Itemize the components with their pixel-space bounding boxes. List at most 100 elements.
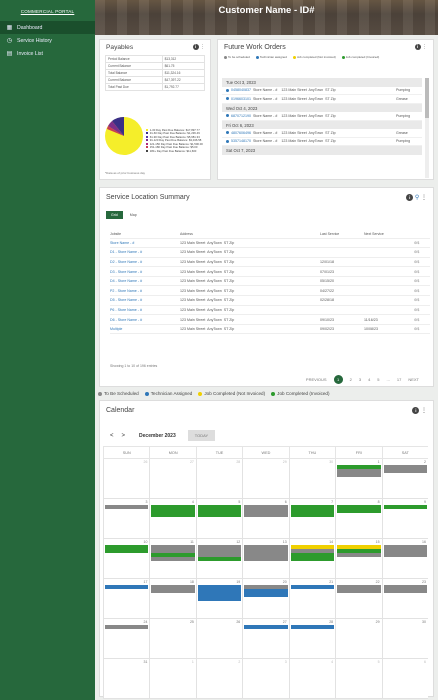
calendar-event[interactable] — [244, 585, 288, 589]
calendar-event[interactable] — [290, 513, 335, 517]
calendar-day[interactable]: 30 — [381, 619, 428, 659]
table-cell[interactable]: D1 - Store Name - # — [110, 247, 180, 258]
table-cell[interactable]: Store Name - # — [110, 238, 180, 249]
col-next-service[interactable]: Next Service — [364, 230, 414, 239]
calendar-event[interactable] — [197, 557, 242, 561]
calendar-event[interactable] — [244, 549, 288, 553]
calendar-event[interactable] — [105, 625, 149, 629]
dollar-icon[interactable]: $ — [417, 288, 420, 293]
calendar-event[interactable] — [105, 549, 149, 553]
gear-icon[interactable]: ⚙ — [414, 259, 418, 264]
calendar-day[interactable]: 3 — [103, 499, 150, 539]
table-cell[interactable]: D4 - Store Name - # — [110, 276, 180, 287]
calendar-event[interactable] — [383, 589, 427, 593]
calendar-event[interactable] — [383, 585, 427, 589]
info-icon[interactable]: i — [406, 194, 414, 201]
gear-icon[interactable]: ⚙ — [414, 279, 418, 284]
calendar-event[interactable] — [290, 625, 335, 629]
calendar-day[interactable]: 9 — [381, 499, 428, 539]
calendar-day[interactable]: 13 — [242, 539, 289, 579]
work-order-id[interactable]: 0196603101 — [231, 96, 251, 101]
table-cell[interactable]: Multiple — [110, 324, 180, 335]
dollar-icon[interactable]: $ — [417, 259, 420, 264]
table-row[interactable]: D4 - Store Name - #123 Main Street AnyTo… — [110, 276, 430, 287]
table-row[interactable]: Store Name - #123 Main Street AnyTown ST… — [110, 238, 430, 249]
calendar-day[interactable]: 25 — [149, 619, 196, 659]
calendar-event[interactable] — [290, 585, 335, 589]
info-icon[interactable]: i — [414, 44, 421, 50]
table-cell[interactable]: D6 - Store Name - # — [110, 314, 180, 325]
calendar-event[interactable] — [197, 589, 242, 593]
next-month-button[interactable]: > — [121, 432, 126, 439]
page-previous[interactable]: PREVIOUS — [305, 377, 327, 382]
work-order-id[interactable]: 5357148170 — [231, 139, 251, 144]
calendar-event[interactable] — [197, 597, 242, 601]
dollar-icon[interactable]: $ — [417, 279, 420, 284]
calendar-day[interactable]: 24 — [103, 619, 150, 659]
table-row[interactable]: D3 - Store Name - #123 Main Street AnyTo… — [110, 266, 430, 277]
calendar-event[interactable] — [244, 505, 288, 509]
calendar-day[interactable]: 17 — [103, 579, 150, 619]
calendar-event[interactable] — [337, 549, 381, 553]
calendar-event[interactable] — [383, 553, 427, 557]
calendar-day[interactable]: 4 — [149, 499, 196, 539]
prev-month-button[interactable]: < — [110, 432, 114, 439]
table-row[interactable]: P6 - Store Name - #123 Main Street AnyTo… — [110, 305, 430, 316]
calendar-day[interactable]: 2 — [195, 659, 243, 699]
calendar-day[interactable]: 8 — [335, 499, 382, 539]
calendar-event[interactable] — [383, 545, 427, 549]
page-number[interactable]: 17 — [396, 377, 402, 382]
calendar-event[interactable] — [290, 557, 335, 561]
calendar-day[interactable]: 27 — [149, 459, 196, 499]
table-cell[interactable]: D2 - Store Name - # — [110, 257, 180, 268]
calendar-event[interactable] — [151, 557, 195, 561]
calendar-day[interactable]: 22 — [335, 579, 382, 619]
calendar-event[interactable] — [383, 465, 427, 469]
calendar-day[interactable]: 4 — [288, 659, 336, 699]
work-order-id[interactable]: 0458040837 — [231, 88, 251, 93]
calendar-event[interactable] — [197, 593, 242, 597]
calendar-day[interactable]: 3 — [242, 659, 289, 699]
more-icon[interactable]: ⋮ — [200, 44, 205, 50]
calendar-event[interactable] — [244, 509, 288, 513]
calendar-day[interactable]: 31 — [103, 659, 150, 699]
calendar-day[interactable]: 28 — [195, 459, 243, 499]
calendar-event[interactable] — [290, 509, 335, 513]
table-cell[interactable]: P2 - Store Name - # — [110, 285, 180, 297]
calendar-day[interactable]: 14 — [288, 539, 336, 579]
work-order-id[interactable]: 6870712190 — [231, 113, 251, 118]
calendar-event[interactable] — [151, 585, 195, 589]
page-number[interactable]: 1 — [333, 375, 343, 384]
calendar-event[interactable] — [197, 585, 242, 589]
page-number[interactable]: 4 — [368, 377, 371, 382]
calendar-day[interactable]: 10 — [103, 539, 150, 579]
page-next[interactable]: NEXT — [408, 377, 419, 382]
gear-icon[interactable]: ⚙ — [414, 250, 418, 255]
more-icon[interactable]: ⋮ — [421, 195, 427, 201]
calendar-event[interactable] — [197, 549, 242, 553]
tab-map[interactable]: Map — [129, 213, 137, 217]
calendar-event[interactable] — [244, 545, 288, 549]
page-number[interactable]: ... — [386, 377, 390, 382]
col-last-service[interactable]: Last Service — [320, 230, 364, 239]
more-icon[interactable]: ⋮ — [422, 44, 427, 50]
calendar-event[interactable] — [244, 513, 288, 517]
dollar-icon[interactable]: $ — [417, 269, 420, 274]
dollar-icon[interactable]: $ — [417, 317, 420, 322]
page-number[interactable]: 2 — [349, 377, 352, 382]
dollar-icon[interactable]: $ — [417, 250, 420, 255]
search-icon[interactable]: ⚲ — [414, 195, 420, 201]
gear-icon[interactable]: ⚙ — [414, 317, 418, 322]
calendar-day[interactable]: 1 — [335, 459, 382, 499]
calendar-event[interactable] — [197, 553, 242, 557]
dollar-icon[interactable]: $ — [417, 298, 420, 303]
info-icon[interactable]: i — [412, 407, 420, 414]
calendar-event[interactable] — [244, 589, 288, 593]
fwo-list[interactable]: Tue Oct 3, 2023 0458040837 Store Name - # … — [222, 78, 422, 178]
gear-icon[interactable]: ⚙ — [414, 288, 418, 293]
today-button[interactable]: TODAY — [187, 430, 216, 441]
calendar-event[interactable] — [151, 553, 195, 557]
page-number[interactable]: 5 — [377, 377, 380, 382]
sidebar-item-service-history[interactable]: ◷ Service History — [0, 34, 95, 47]
calendar-day[interactable]: 7 — [288, 499, 336, 539]
